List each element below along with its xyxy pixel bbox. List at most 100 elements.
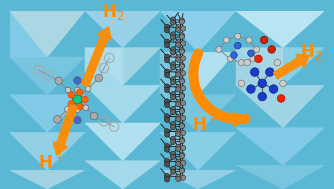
Text: H$_2$: H$_2$: [300, 42, 322, 62]
Circle shape: [55, 77, 62, 84]
Circle shape: [247, 50, 254, 57]
Circle shape: [164, 87, 170, 93]
Circle shape: [170, 109, 176, 115]
Circle shape: [65, 87, 71, 93]
Circle shape: [266, 68, 274, 76]
Circle shape: [164, 177, 170, 182]
Circle shape: [164, 84, 170, 89]
Circle shape: [164, 117, 170, 122]
Circle shape: [176, 57, 181, 62]
Circle shape: [68, 101, 74, 107]
Circle shape: [179, 34, 184, 39]
Circle shape: [180, 175, 186, 180]
Circle shape: [176, 25, 181, 30]
Circle shape: [164, 102, 170, 108]
Circle shape: [176, 161, 181, 167]
Circle shape: [179, 153, 184, 159]
Circle shape: [231, 52, 237, 58]
Circle shape: [176, 40, 181, 45]
Polygon shape: [9, 95, 85, 132]
Circle shape: [73, 95, 82, 104]
Circle shape: [235, 33, 241, 39]
Circle shape: [246, 37, 252, 43]
Circle shape: [164, 132, 170, 137]
Circle shape: [164, 129, 170, 134]
Circle shape: [176, 144, 181, 149]
Circle shape: [170, 121, 176, 127]
Circle shape: [258, 79, 267, 88]
Circle shape: [180, 71, 186, 76]
Circle shape: [176, 132, 181, 137]
Circle shape: [223, 37, 229, 43]
Circle shape: [176, 129, 181, 134]
Circle shape: [269, 85, 278, 93]
Circle shape: [164, 28, 170, 33]
Circle shape: [179, 92, 184, 98]
Circle shape: [180, 86, 186, 91]
Circle shape: [164, 69, 170, 74]
Circle shape: [244, 59, 250, 66]
Circle shape: [179, 168, 184, 174]
Circle shape: [73, 77, 81, 84]
Circle shape: [170, 151, 176, 156]
Circle shape: [179, 124, 184, 129]
Circle shape: [180, 101, 186, 106]
Circle shape: [176, 99, 181, 105]
Circle shape: [64, 107, 70, 112]
Polygon shape: [85, 85, 160, 123]
Circle shape: [170, 94, 176, 100]
Circle shape: [170, 65, 176, 70]
Circle shape: [180, 41, 186, 46]
Circle shape: [179, 79, 184, 84]
Circle shape: [170, 136, 176, 142]
Circle shape: [250, 68, 259, 76]
Polygon shape: [236, 48, 283, 85]
Circle shape: [170, 80, 176, 85]
Circle shape: [164, 173, 170, 179]
Polygon shape: [9, 11, 85, 57]
Circle shape: [164, 114, 170, 119]
Circle shape: [176, 72, 181, 77]
Text: H$_2$: H$_2$: [102, 2, 124, 22]
Circle shape: [179, 19, 184, 24]
Circle shape: [179, 63, 184, 68]
Circle shape: [234, 42, 241, 49]
Circle shape: [179, 64, 184, 69]
Polygon shape: [85, 11, 160, 48]
Circle shape: [179, 137, 184, 143]
Circle shape: [164, 24, 170, 29]
Circle shape: [268, 46, 276, 53]
Circle shape: [74, 107, 80, 113]
Circle shape: [90, 112, 98, 120]
Circle shape: [170, 35, 176, 40]
Circle shape: [54, 116, 61, 123]
Circle shape: [179, 94, 184, 99]
Circle shape: [179, 122, 184, 128]
Circle shape: [179, 48, 184, 53]
Polygon shape: [236, 48, 325, 85]
Circle shape: [164, 162, 170, 167]
Circle shape: [164, 57, 170, 63]
Polygon shape: [160, 52, 236, 95]
Circle shape: [258, 92, 267, 101]
Circle shape: [179, 138, 184, 144]
Polygon shape: [85, 48, 123, 85]
Circle shape: [73, 116, 81, 124]
Circle shape: [170, 154, 176, 160]
Circle shape: [170, 124, 176, 130]
Circle shape: [176, 84, 181, 90]
FancyArrow shape: [53, 105, 77, 155]
Circle shape: [255, 55, 262, 63]
Circle shape: [280, 80, 286, 87]
Polygon shape: [85, 123, 160, 161]
Polygon shape: [236, 11, 325, 48]
Circle shape: [180, 26, 186, 31]
Circle shape: [179, 49, 184, 54]
Circle shape: [179, 152, 184, 157]
Circle shape: [176, 55, 181, 60]
Polygon shape: [85, 161, 160, 189]
Polygon shape: [85, 48, 160, 85]
Circle shape: [176, 117, 181, 122]
Polygon shape: [9, 11, 85, 57]
Circle shape: [176, 114, 181, 119]
